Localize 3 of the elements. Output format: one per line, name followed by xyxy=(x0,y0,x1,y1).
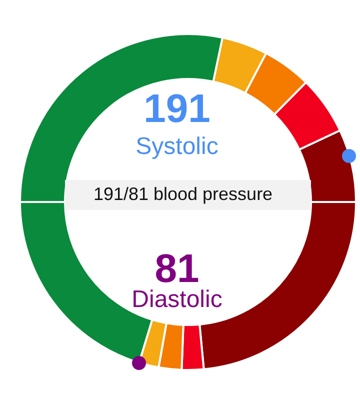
text: Systolic xyxy=(136,133,218,160)
text: 191 xyxy=(144,87,210,131)
text: 191/81 blood pressure xyxy=(93,184,273,204)
